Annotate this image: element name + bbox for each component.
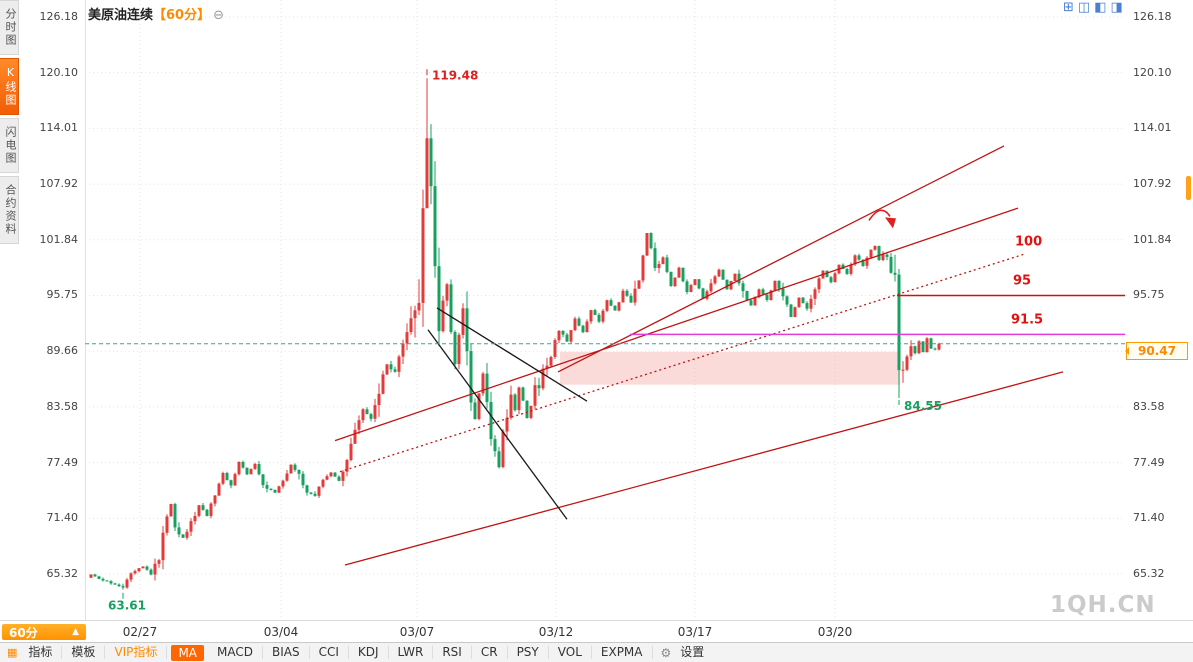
- x-axis-date-label: 03/07: [399, 625, 435, 639]
- collapse-icon[interactable]: ⊖: [213, 8, 225, 23]
- sidebar-item-contract-info[interactable]: 合约资料: [0, 176, 19, 244]
- layout-right-pane-icon[interactable]: ◨: [1110, 0, 1123, 15]
- svg-text:84.55: 84.55: [904, 399, 942, 413]
- y-axis-label: 101.84: [39, 233, 79, 246]
- layout-left-pane-icon[interactable]: ◧: [1094, 0, 1107, 15]
- period-label: 【60分】: [153, 8, 211, 23]
- toolbar-templates[interactable]: 模板: [62, 646, 106, 659]
- indicator-vol[interactable]: VOL: [549, 646, 592, 659]
- sidebar-item-kline-chart[interactable]: K线图: [0, 58, 19, 115]
- svg-text:63.61: 63.61: [108, 599, 146, 613]
- indicator-macd[interactable]: MACD: [208, 646, 263, 659]
- indicator-toolbar: ▦ 指标 模板 VIP指标 MA MACD BIAS CCI KDJ LWR R…: [0, 642, 1193, 662]
- y-axis-label: 65.32: [1133, 567, 1165, 580]
- y-axis-label: 83.58: [46, 400, 79, 413]
- y-axis-label: 107.92: [39, 177, 79, 190]
- indicator-lwr[interactable]: LWR: [389, 646, 434, 659]
- y-axis-label: 120.10: [39, 66, 79, 79]
- chart-area: 1QH.CN 119.48 63.61 84.55 100 95 91.5 美原油连续【6…: [20, 0, 1193, 620]
- x-axis-date-label: 03/17: [677, 625, 713, 639]
- y-axis-label: 114.01: [39, 121, 79, 134]
- indicator-cci[interactable]: CCI: [310, 646, 349, 659]
- indicator-grid-icon: ▦: [7, 646, 18, 659]
- layout-grid-icon[interactable]: ⊞: [1063, 0, 1074, 15]
- toolbar-indicators[interactable]: 指标: [19, 646, 63, 659]
- left-price-axis: 126.18 120.10 114.01 107.92 101.84 95.75 89.66…: [20, 0, 82, 620]
- period-selector-label: 60分: [9, 625, 38, 640]
- chart-title: 美原油连续【60分】 ⊖: [88, 4, 224, 23]
- y-axis-label: 101.84: [1133, 233, 1172, 246]
- svg-text:95: 95: [1013, 274, 1031, 289]
- y-axis-label: 95.75: [46, 288, 79, 301]
- y-axis-label: 65.32: [46, 567, 79, 580]
- last-price-value: 90.47: [1138, 344, 1176, 358]
- symbol-name: 美原油连续: [88, 8, 154, 23]
- y-axis-label: 77.49: [1133, 456, 1165, 469]
- sidebar-item-time-chart[interactable]: 分时图: [0, 0, 19, 55]
- indicator-ma[interactable]: MA: [171, 644, 204, 661]
- watermark: 1QH.CN: [1050, 592, 1156, 618]
- chart-type-sidebar: 分时图 K线图 闪电图 合约资料: [0, 0, 20, 620]
- x-axis-date-label: 03/20: [817, 625, 853, 639]
- y-axis-label: 71.40: [46, 511, 79, 524]
- sidebar-item-lightning-chart[interactable]: 闪电图: [0, 118, 19, 173]
- y-axis-label: 89.66: [46, 344, 79, 357]
- scrollbar-thumb[interactable]: [1186, 176, 1191, 200]
- layout-split-icon[interactable]: ◫: [1077, 0, 1091, 15]
- indicator-kdj[interactable]: KDJ: [349, 646, 389, 659]
- toolbar-settings[interactable]: 设置: [680, 645, 705, 659]
- indicator-rsi[interactable]: RSI: [433, 646, 472, 659]
- indicator-cr[interactable]: CR: [472, 646, 508, 659]
- y-axis-label: 71.40: [1133, 511, 1165, 524]
- indicator-psy[interactable]: PSY: [508, 646, 549, 659]
- y-axis-label: 126.18: [1133, 10, 1172, 23]
- x-axis-date-label: 03/04: [263, 625, 299, 639]
- last-price-tag: 90.47: [1125, 342, 1188, 360]
- y-axis-label: 120.10: [1133, 66, 1172, 79]
- chevron-up-icon: ▲: [72, 627, 79, 637]
- y-axis-label: 114.01: [1133, 121, 1172, 134]
- svg-text:119.48: 119.48: [432, 68, 478, 82]
- period-selector-button[interactable]: 60分 ▲: [2, 624, 86, 640]
- y-axis-label: 77.49: [46, 456, 79, 469]
- indicator-bias[interactable]: BIAS: [263, 646, 310, 659]
- right-price-axis: 126.18120.10114.01107.92101.8495.7589.66…: [1129, 0, 1191, 620]
- indicator-expma[interactable]: EXPMA: [592, 646, 653, 659]
- candlestick-chart[interactable]: 119.48 63.61 84.55 100 95 91.5: [85, 0, 1125, 620]
- y-axis-label: 126.18: [39, 10, 79, 23]
- x-axis-date-label: 03/12: [538, 625, 574, 639]
- y-axis-label: 95.75: [1133, 288, 1165, 301]
- y-axis-label: 107.92: [1133, 177, 1172, 190]
- layout-icon-group: ⊞ ◫ ◧ ◨: [1063, 1, 1123, 15]
- svg-text:100: 100: [1015, 235, 1042, 250]
- svg-text:91.5: 91.5: [1011, 312, 1043, 327]
- x-axis-date-label: 02/27: [122, 625, 158, 639]
- time-axis: 60分 ▲ 02/27 03/04 03/07 03/12 03/17 03/20: [0, 620, 1193, 642]
- toolbar-vip-indicators[interactable]: VIP指标: [105, 646, 168, 659]
- gear-icon: ⚙: [660, 645, 672, 660]
- y-axis-label: 83.58: [1133, 400, 1165, 413]
